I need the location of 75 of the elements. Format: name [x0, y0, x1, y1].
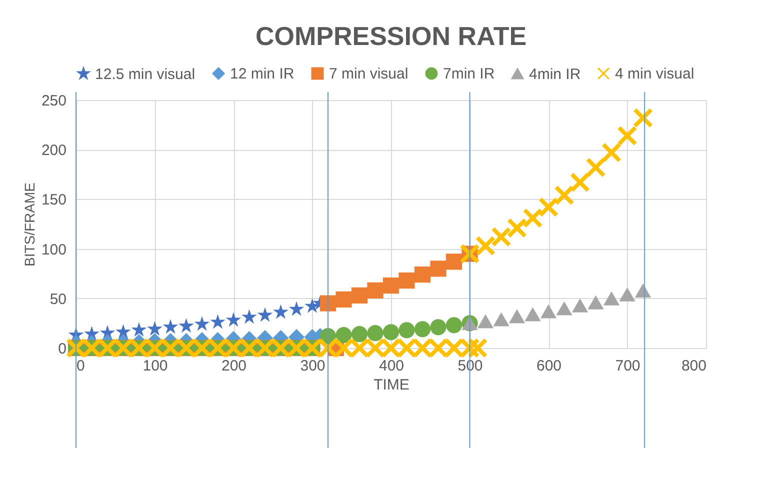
- point: [554, 185, 574, 206]
- x-tick-label: 700: [615, 358, 640, 374]
- point: [320, 295, 336, 312]
- point: [601, 142, 622, 163]
- point: [367, 282, 384, 299]
- point: [493, 312, 510, 326]
- point: [477, 314, 494, 328]
- point: [634, 283, 652, 298]
- point: [351, 326, 368, 342]
- point: [475, 236, 496, 256]
- point: [506, 218, 528, 238]
- x-tick-label: 300: [300, 358, 326, 374]
- y-tick-label: 250: [41, 92, 66, 110]
- point: [210, 314, 226, 329]
- point: [351, 287, 368, 304]
- point: [603, 291, 620, 306]
- chart-title: COMPRESSION RATE: [255, 21, 527, 51]
- x-tick-label: 100: [142, 358, 168, 374]
- legend-label: 7 min visual: [329, 66, 408, 83]
- point: [522, 208, 543, 228]
- y-tick-label: 50: [50, 290, 66, 308]
- point: [336, 327, 352, 344]
- point: [524, 307, 541, 322]
- x-tick-label: 400: [378, 358, 404, 374]
- point: [178, 318, 194, 333]
- point: [257, 307, 273, 322]
- point: [398, 272, 415, 289]
- y-tick-label: 0: [58, 340, 66, 358]
- point: [632, 108, 654, 128]
- x-tick-label: 200: [221, 358, 247, 374]
- x-tick-label: 800: [681, 358, 706, 374]
- point: [540, 304, 557, 318]
- legend-label: 4 min visual: [615, 66, 694, 83]
- point: [273, 304, 288, 319]
- point: [162, 319, 178, 334]
- y-tick-label: 200: [41, 142, 66, 160]
- point: [619, 287, 636, 302]
- y-axis-title: BITS/FRAME: [21, 182, 38, 267]
- point: [468, 338, 488, 358]
- point: [147, 321, 162, 336]
- point: [430, 319, 446, 336]
- point: [382, 277, 400, 294]
- point: [556, 301, 572, 316]
- point: [116, 324, 131, 339]
- point: [288, 301, 304, 316]
- point: [242, 309, 257, 324]
- point: [367, 325, 384, 342]
- legend-label: 12 min IR: [230, 66, 294, 83]
- point: [430, 260, 446, 277]
- point: [336, 291, 352, 308]
- y-tick-label: 100: [41, 241, 66, 258]
- point: [491, 226, 512, 247]
- point: [570, 172, 590, 192]
- x-tick-label: 600: [536, 358, 562, 374]
- point: [446, 317, 462, 334]
- point: [538, 197, 559, 218]
- point: [414, 321, 431, 338]
- y-tick-label: 150: [41, 192, 66, 209]
- legend-label: 4min IR: [529, 66, 581, 83]
- x-tick-label: 0: [76, 358, 85, 374]
- point: [131, 322, 147, 337]
- point: [414, 266, 431, 283]
- point: [194, 316, 210, 331]
- legend-label: 7min IR: [443, 66, 495, 83]
- point: [398, 322, 415, 338]
- point: [508, 309, 526, 324]
- point: [446, 254, 462, 270]
- point: [572, 298, 588, 312]
- x-axis-title: TIME: [374, 376, 410, 394]
- point: [588, 295, 604, 310]
- point: [617, 126, 638, 146]
- point: [382, 324, 400, 340]
- point: [226, 312, 242, 327]
- point: [586, 157, 606, 178]
- legend-label: 12.5 min visual: [95, 66, 196, 83]
